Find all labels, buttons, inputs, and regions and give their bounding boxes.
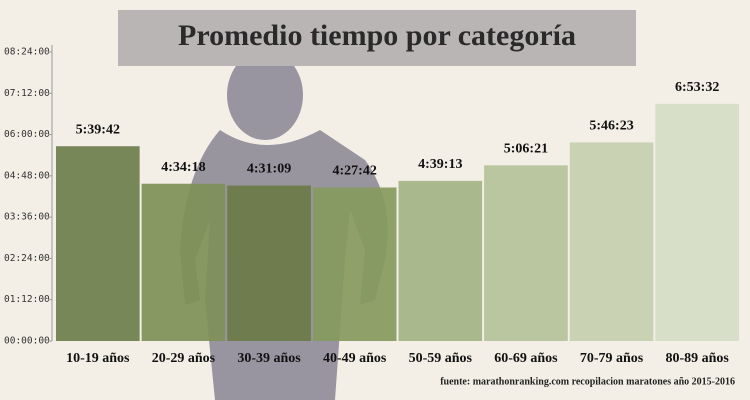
y-tick-label: 04:48:00 xyxy=(4,170,50,181)
y-tick-label: 00:00:00 xyxy=(4,336,50,347)
value-label: 5:39:42 xyxy=(76,122,120,137)
bar xyxy=(569,142,654,341)
source-note: fuente: marathonranking.com recopilacion… xyxy=(440,376,735,387)
x-tick-label: 50-59 años xyxy=(409,351,473,366)
x-tick-label: 20-29 años xyxy=(152,351,216,366)
y-tick-label: 06:00:00 xyxy=(4,129,50,140)
y-tick-label: 01:12:00 xyxy=(4,294,50,305)
y-tick-label: 08:24:00 xyxy=(4,47,50,58)
x-tick-label: 10-19 años xyxy=(66,351,130,366)
bar xyxy=(655,103,739,342)
title-box xyxy=(118,10,636,66)
x-tick-label: 60-69 años xyxy=(494,351,558,366)
bar xyxy=(227,185,311,341)
x-tick-label: 80-89 años xyxy=(665,351,729,366)
value-label: 4:27:42 xyxy=(333,164,377,179)
bar xyxy=(484,165,568,341)
value-label: 5:46:23 xyxy=(589,119,633,134)
value-label: 4:31:09 xyxy=(247,162,291,177)
value-label: 6:53:32 xyxy=(675,80,719,95)
y-tick-label: 07:12:00 xyxy=(4,88,50,99)
bar xyxy=(398,180,483,341)
value-label: 5:06:21 xyxy=(504,142,548,157)
x-tick-label: 70-79 años xyxy=(580,351,644,366)
bar xyxy=(56,146,140,341)
bar xyxy=(312,187,397,341)
y-tick-label: 03:36:00 xyxy=(4,212,50,223)
chart-title: Promedio tiempo por categoría xyxy=(178,19,576,52)
x-tick-label: 30-39 años xyxy=(237,351,301,366)
bar xyxy=(141,183,226,341)
value-label: 4:34:18 xyxy=(161,160,205,175)
y-tick-label: 02:24:00 xyxy=(4,253,50,264)
value-label: 4:39:13 xyxy=(418,157,462,172)
x-tick-label: 40-49 años xyxy=(323,351,387,366)
